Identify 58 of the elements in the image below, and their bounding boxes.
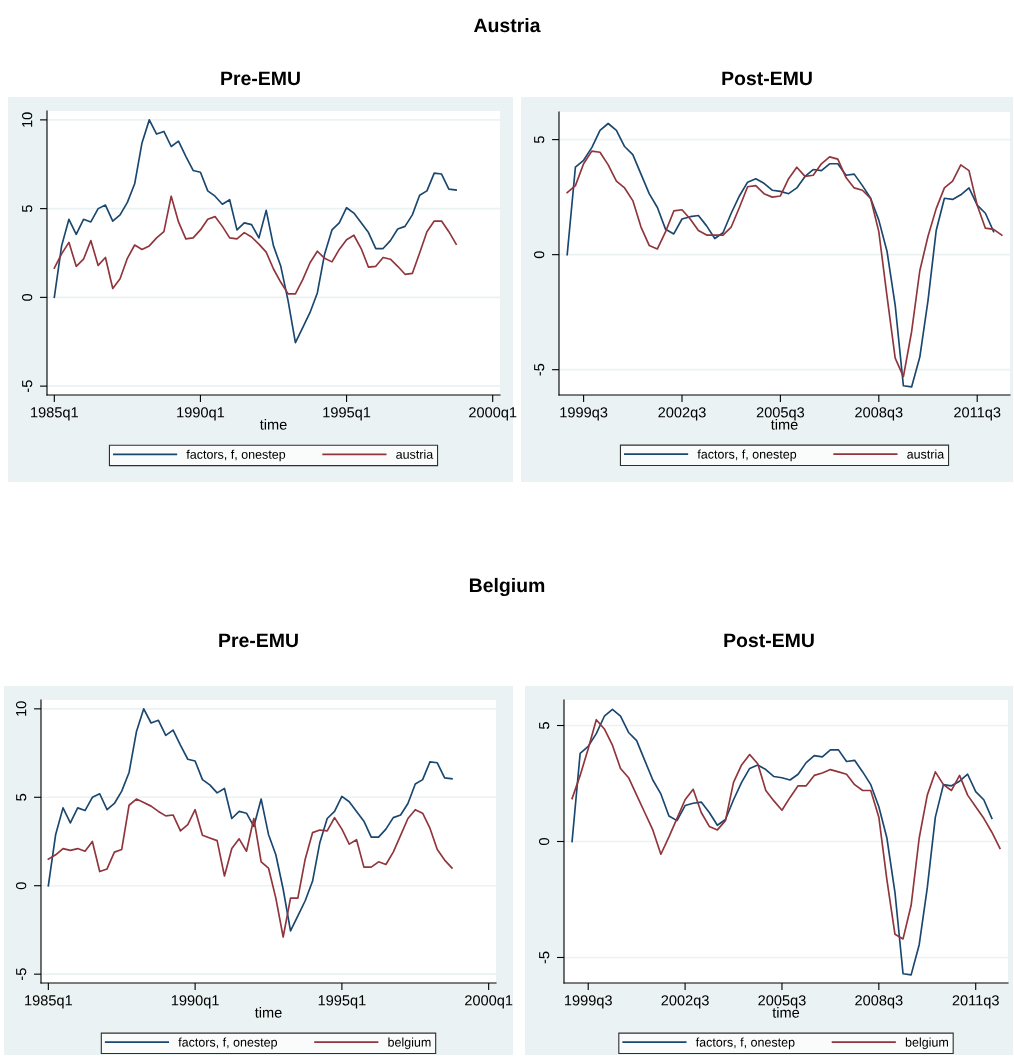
chart-title: Post-EMU: [722, 71, 812, 86]
line-series: [53, 195, 457, 295]
y-tick-label: 5: [534, 136, 545, 144]
x-axis-title: time: [772, 1007, 800, 1018]
x-axis-title: time: [259, 419, 287, 430]
x-axis-title: time: [770, 419, 798, 430]
x-tick-label: 2005q3: [756, 407, 805, 421]
line-series: [566, 150, 1003, 378]
chart-title: Pre-EMU: [219, 633, 298, 648]
text: Austria: [473, 17, 541, 33]
x-tick-label: 2011q3: [954, 407, 1001, 421]
legend-label: factors, f, onestep: [186, 449, 286, 462]
x-tick-label: 1995q1: [318, 995, 366, 1009]
legend-label: factors, f, onestep: [178, 1037, 278, 1050]
legend-label: belgium: [905, 1037, 948, 1050]
x-tick-label: 2005q3: [758, 995, 806, 1009]
y-tick-label: -5: [16, 968, 27, 980]
chart-title: Post-EMU: [724, 633, 814, 648]
x-tick-label: 2002q3: [658, 407, 706, 421]
x-tick-label: 1995q1: [323, 407, 371, 421]
legend-label: belgium: [388, 1037, 431, 1050]
x-tick-label: 1985q1: [25, 995, 72, 1009]
line-series: [47, 708, 453, 932]
line-series: [566, 122, 995, 388]
y-tick-label: -5: [22, 380, 33, 392]
x-tick-label: 2008q3: [855, 995, 903, 1009]
y-tick-label: 10: [15, 701, 27, 716]
y-tick-label: 0: [15, 882, 27, 890]
x-tick-label: 1990q1: [171, 995, 219, 1009]
x-tick-label: 1985q1: [31, 407, 78, 421]
y-tick-label: 0: [533, 251, 545, 259]
chart-title: Pre-EMU: [221, 71, 300, 86]
legend-label: austria: [396, 449, 434, 459]
x-tick-label: 2002q3: [661, 995, 709, 1009]
y-tick-label: 5: [16, 793, 27, 801]
x-tick-label: 2011q3: [952, 995, 999, 1009]
line-series: [47, 798, 453, 938]
y-tick-label: 5: [539, 722, 550, 729]
y-tick-label: -5: [539, 951, 550, 964]
x-tick-label: 1999q3: [560, 407, 608, 421]
legend-label: factors, f, onestep: [697, 449, 797, 462]
text: Belgium: [469, 577, 545, 597]
y-tick-label: 5: [22, 205, 33, 213]
x-tick-label: 2000q1: [469, 407, 517, 421]
x-tick-label: 1999q3: [565, 995, 612, 1009]
line-series: [571, 708, 993, 976]
x-axis-title: time: [254, 1007, 282, 1018]
y-tick-label: -5: [534, 363, 545, 376]
x-tick-label: 2000q1: [465, 995, 513, 1009]
x-tick-label: 1990q1: [177, 407, 225, 421]
line-series: [53, 119, 457, 344]
legend-label: factors, f, onestep: [695, 1037, 795, 1050]
y-tick-label: 10: [21, 112, 33, 127]
line-series: [571, 718, 1001, 940]
y-tick-label: 0: [538, 838, 550, 845]
x-tick-label: 2008q3: [855, 407, 903, 421]
y-tick-label: 0: [21, 293, 33, 301]
legend-label: austria: [907, 449, 945, 459]
